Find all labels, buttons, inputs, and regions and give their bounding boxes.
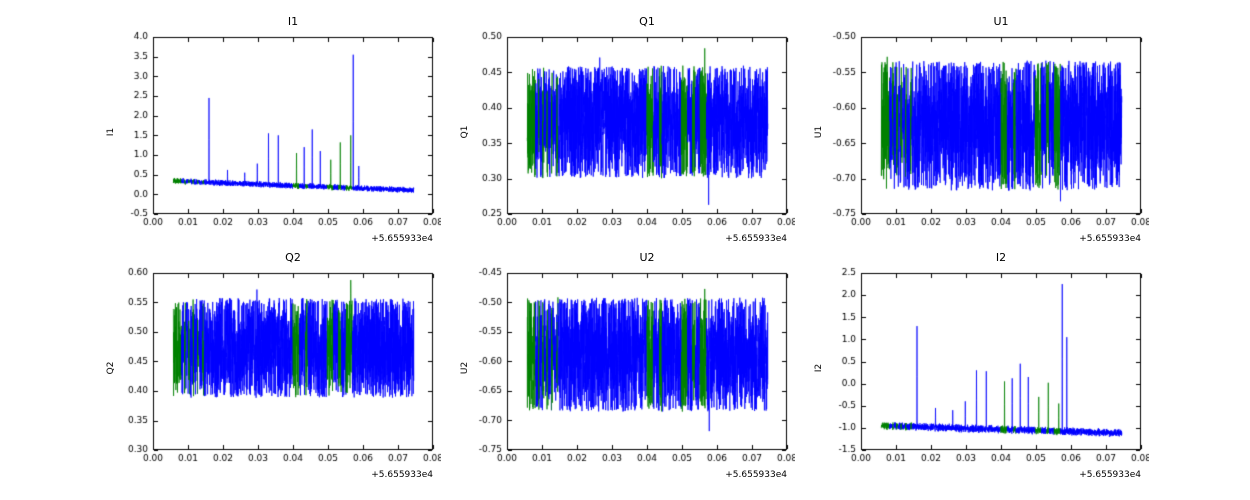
subplot-i1: I1 I1 +5.655933e4 xyxy=(101,14,441,246)
i1-y-axis-label: I1 xyxy=(106,127,116,136)
q2-title: Q2 xyxy=(285,251,301,264)
subplot-i2: I2 I2 +5.655933e4 xyxy=(809,250,1149,482)
u2-plot-area: U2 xyxy=(455,265,795,470)
subplot-u1: U1 U1 +5.655933e4 xyxy=(809,14,1149,246)
subplot-q2: Q2 Q2 +5.655933e4 xyxy=(101,250,441,482)
u2-x-offset-label: +5.655933e4 xyxy=(725,470,787,480)
i1-title: I1 xyxy=(287,15,299,28)
u2-plot-canvas xyxy=(455,265,795,470)
u1-plot-area: U1 xyxy=(809,29,1149,234)
q1-plot-canvas xyxy=(455,29,795,234)
u2-y-axis-label: U2 xyxy=(460,361,470,374)
i1-plot-canvas xyxy=(101,29,441,234)
q1-title: Q1 xyxy=(639,15,655,28)
q1-plot-area: Q1 xyxy=(455,29,795,234)
q2-plot-canvas xyxy=(101,265,441,470)
u1-y-axis-label: U1 xyxy=(814,125,824,138)
u1-title: U1 xyxy=(993,15,1009,28)
u2-title: U2 xyxy=(639,251,655,264)
i2-y-axis-label: I2 xyxy=(814,363,824,372)
q1-y-axis-label: Q1 xyxy=(460,125,470,138)
i2-x-offset-label: +5.655933e4 xyxy=(1079,470,1141,480)
i2-plot-area: I2 xyxy=(809,265,1149,470)
i2-plot-canvas xyxy=(809,265,1149,470)
i2-title: I2 xyxy=(995,251,1007,264)
u1-plot-canvas xyxy=(809,29,1149,234)
q2-x-offset-label: +5.655933e4 xyxy=(371,470,433,480)
subplot-u2: U2 U2 +5.655933e4 xyxy=(455,250,795,482)
subplot-q1: Q1 Q1 +5.655933e4 xyxy=(455,14,795,246)
q2-plot-area: Q2 xyxy=(101,265,441,470)
u1-x-offset-label: +5.655933e4 xyxy=(1079,234,1141,244)
i1-x-offset-label: +5.655933e4 xyxy=(371,234,433,244)
i1-plot-area: I1 xyxy=(101,29,441,234)
q1-x-offset-label: +5.655933e4 xyxy=(725,234,787,244)
figure-grid: I1 I1 +5.655933e4 Q1 Q1 +5.655933e4 U1 U… xyxy=(101,0,1149,482)
q2-y-axis-label: Q2 xyxy=(106,361,116,374)
